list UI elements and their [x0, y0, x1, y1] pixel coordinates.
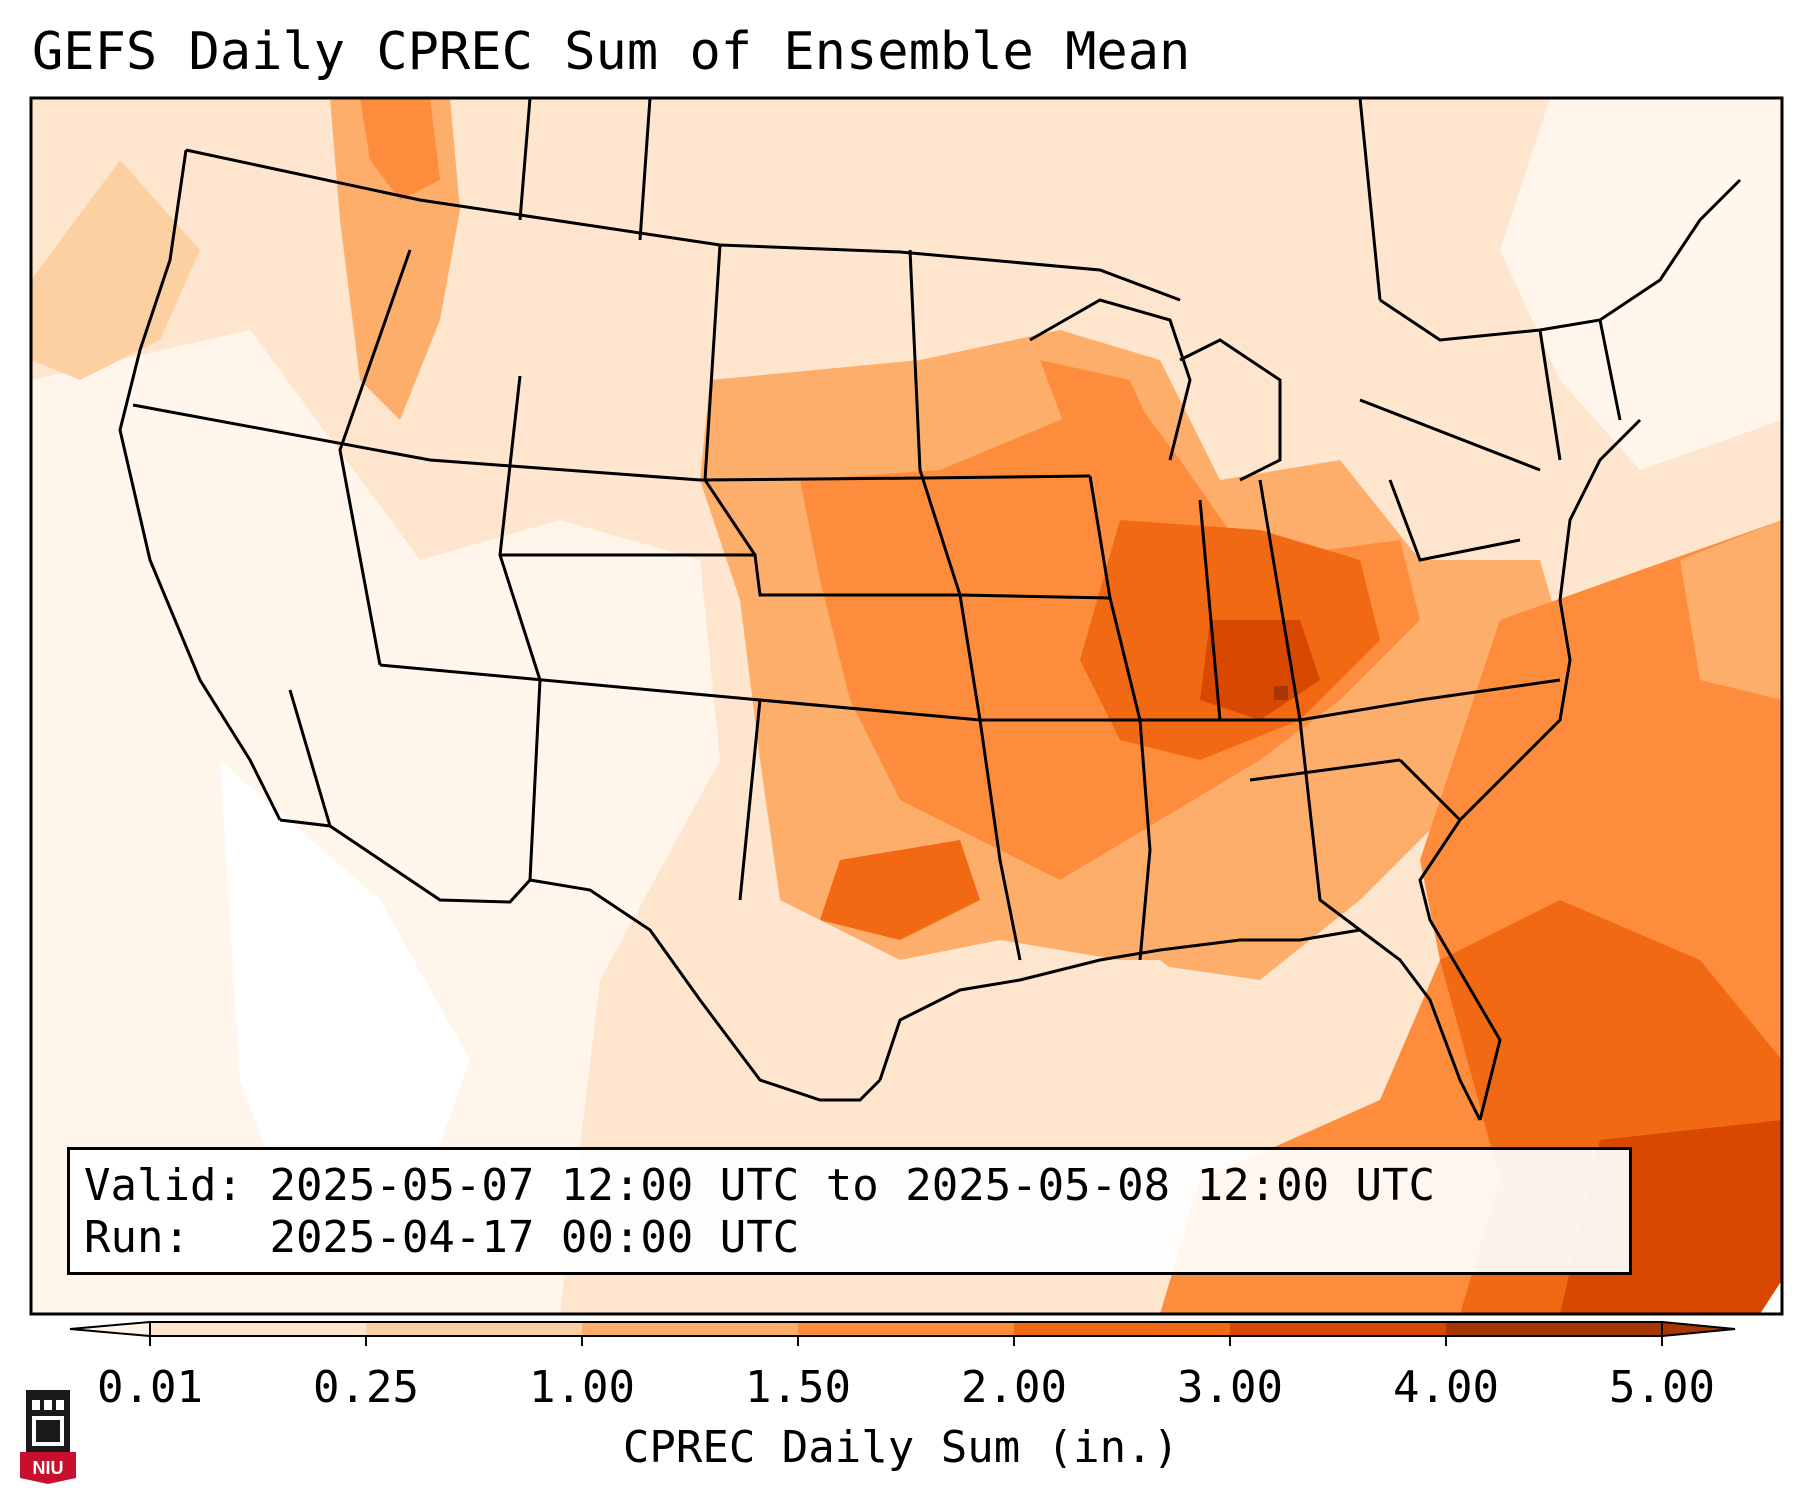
info-box: Valid: 2025-05-07 12:00 UTC to 2025-05-0…: [67, 1147, 1632, 1275]
run-label: Run:: [84, 1212, 190, 1263]
colorbar-segment: [1230, 1322, 1447, 1336]
run-line: Run: 2025-04-17 00:00 UTC: [84, 1212, 1615, 1264]
colorbar-segment: [1446, 1322, 1663, 1336]
valid-line: Valid: 2025-05-07 12:00 UTC to 2025-05-0…: [84, 1160, 1615, 1212]
colorbar-segment: [798, 1322, 1015, 1336]
map-frame: [29, 96, 1784, 1316]
run-value: 2025-04-17 00:00 UTC: [269, 1212, 800, 1263]
colorbar-label: CPREC Daily Sum (in.): [622, 1422, 1180, 1473]
colorbar-tick-label: 4.00: [1393, 1362, 1499, 1413]
colorbar-tick-label: 5.00: [1609, 1362, 1715, 1413]
niu-logo-icon: NIU: [20, 1390, 76, 1484]
colorbar-tick-label: 1.00: [529, 1362, 635, 1413]
colorbar: [69, 1320, 1736, 1346]
state-boundaries: [118, 98, 1742, 1121]
valid-label: Valid:: [84, 1160, 243, 1211]
map-title: GEFS Daily CPREC Sum of Ensemble Mean: [32, 22, 1191, 82]
colorbar-tick-label: 2.00: [961, 1362, 1067, 1413]
colorbar-tick-label: 3.00: [1177, 1362, 1283, 1413]
colorbar-frame: [149, 1321, 1663, 1337]
logo-text: NIU: [33, 1458, 64, 1478]
valid-value: 2025-05-07 12:00 UTC to 2025-05-08 12:00…: [269, 1160, 1436, 1211]
colorbar-tick-label: 0.25: [313, 1362, 419, 1413]
colorbar-segment: [582, 1322, 799, 1336]
colorbar-extend-high: [1661, 1320, 1736, 1338]
colorbar-segment: [150, 1322, 367, 1336]
colorbar-segment: [366, 1322, 583, 1336]
precip-field: [31, 98, 1782, 1314]
colorbar-tick-label: 1.50: [745, 1362, 851, 1413]
colorbar-extend-low: [69, 1320, 151, 1338]
colorbar-segment: [1014, 1322, 1231, 1336]
colorbar-tick-label: 0.01: [97, 1362, 203, 1413]
